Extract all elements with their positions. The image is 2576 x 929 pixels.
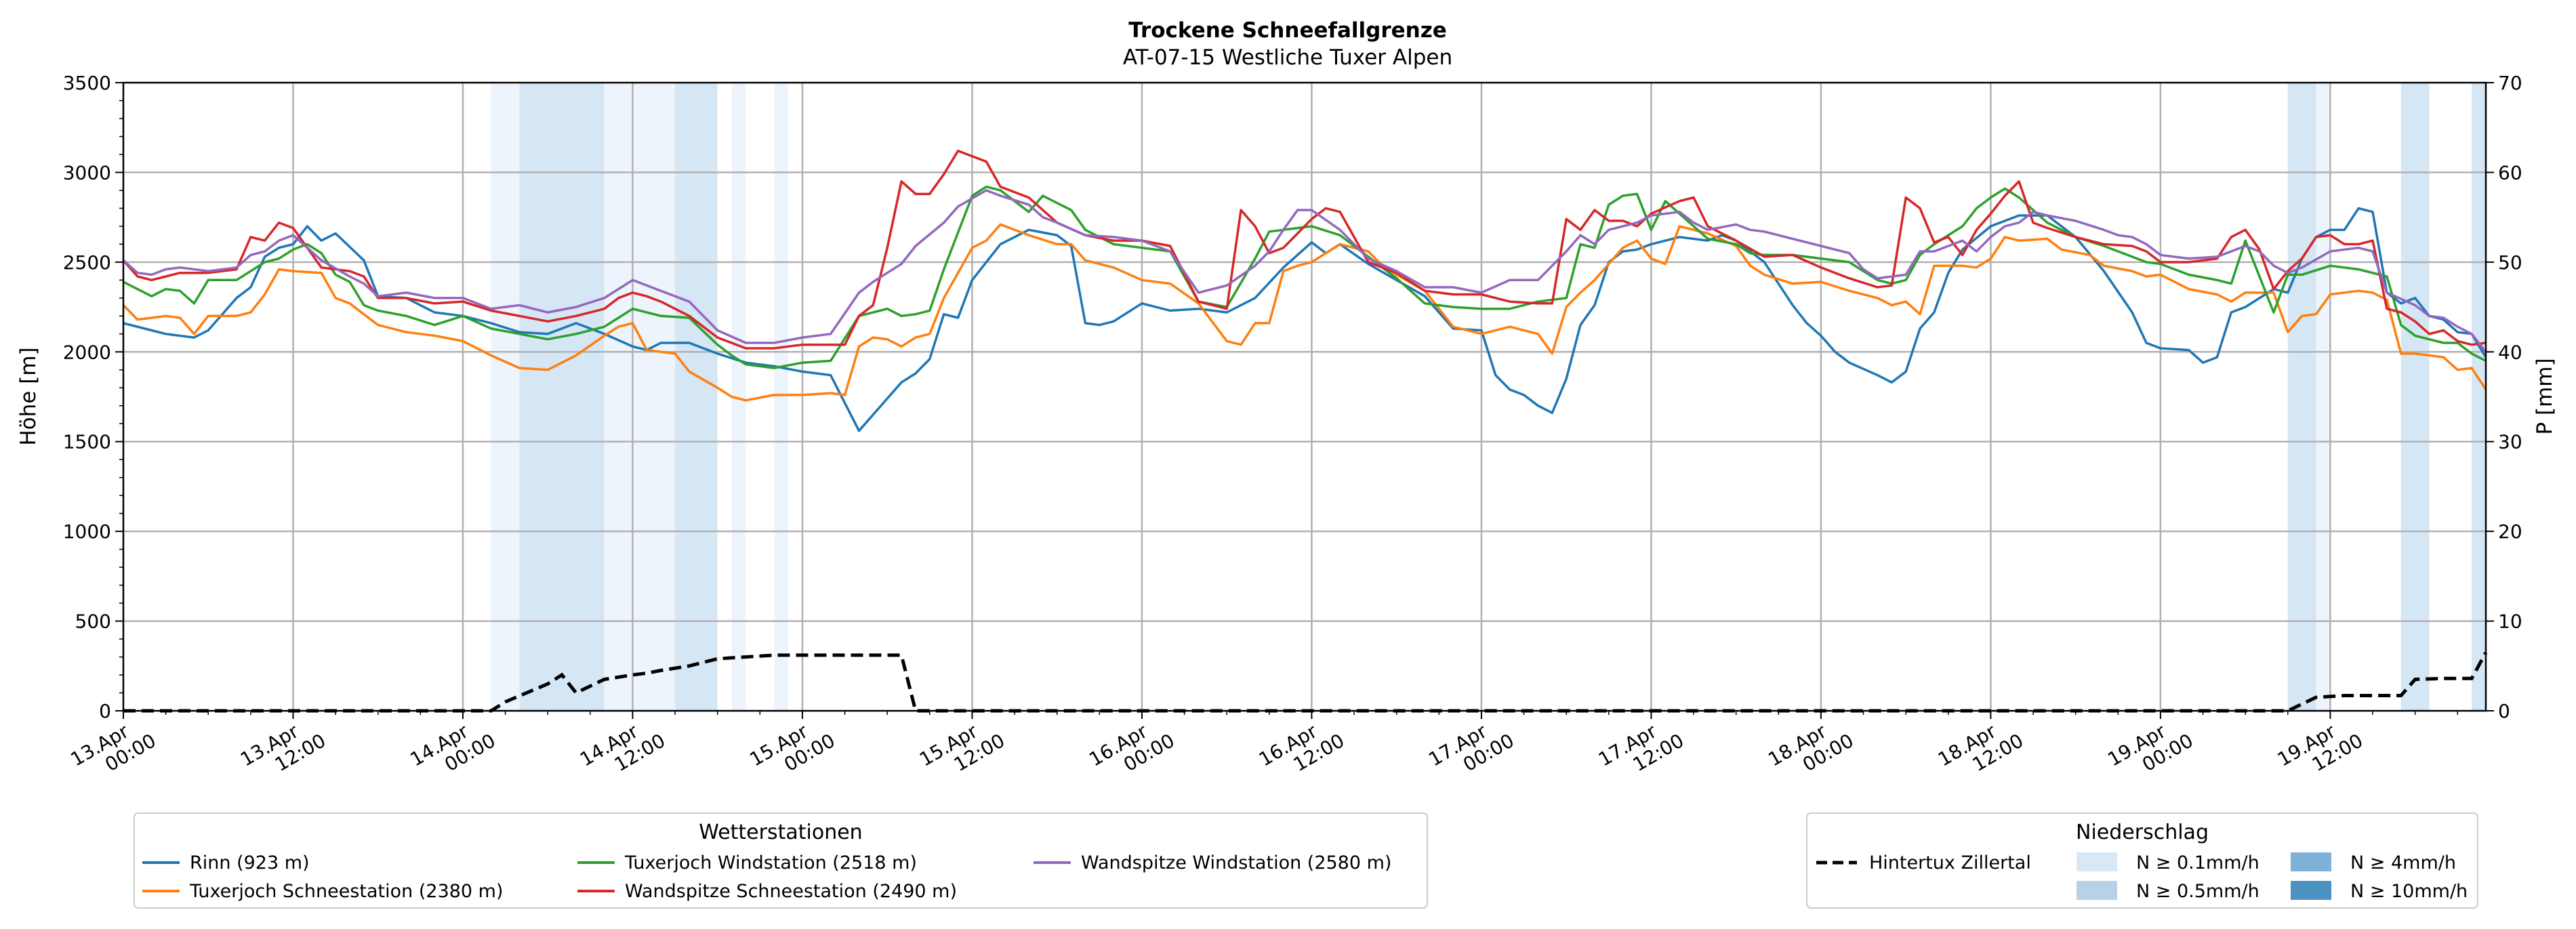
precip-line xyxy=(123,651,2488,713)
plot-frame xyxy=(122,81,2487,712)
y-tick-label-3: 1500 xyxy=(63,431,111,453)
chart-title: Trockene Schneefallgrenze xyxy=(1128,18,1447,43)
x-tick-label-6: 16.Apr00:00 xyxy=(1085,710,1178,789)
legend-precip-swatch-2 xyxy=(2291,852,2331,871)
series-line-3 xyxy=(122,149,2487,350)
y2-axis-label: P [mm] xyxy=(2533,358,2557,434)
x-tick-label-10: 18.Apr00:00 xyxy=(1764,710,1857,789)
precip-band-7 xyxy=(2287,83,2316,711)
x-tick-label-2: 14.Apr00:00 xyxy=(406,710,499,789)
legend-label-4: Wandspitze Windstation (2580 m) xyxy=(1081,852,1391,873)
series-line-2 xyxy=(123,185,2487,369)
legend-precip-label-2: N ≥ 4mm/h xyxy=(2350,852,2456,873)
x-tick-label-7: 16.Apr12:00 xyxy=(1255,710,1348,789)
precip-band-9 xyxy=(2400,83,2430,711)
x-tick-label-5: 15.Apr12:00 xyxy=(916,710,1008,789)
y2-tick-label-6: 60 xyxy=(2498,161,2522,184)
precip-band-1 xyxy=(519,83,605,711)
legend-label-3: Wandspitze Schneestation (2490 m) xyxy=(625,881,957,902)
series-line-4 xyxy=(122,189,2487,353)
precip-band-0 xyxy=(491,83,520,711)
y2-tick-label-3: 30 xyxy=(2498,431,2522,453)
legend-stations: Wetterstationen Rinn (923 m) Tuxerjoch Sc… xyxy=(134,812,1428,909)
series-line-0 xyxy=(123,207,2487,432)
y-tick-label-1: 500 xyxy=(75,611,111,633)
y-tick-label-4: 2000 xyxy=(63,341,111,363)
y2-tick-label-2: 20 xyxy=(2498,520,2522,543)
legend-precip-line-label: Hintertux Zillertal xyxy=(1869,852,2031,873)
legend-stations-box xyxy=(134,812,1428,909)
precip-band-6 xyxy=(774,83,789,711)
y2-tick-label-4: 40 xyxy=(2498,341,2522,363)
series-line-1 xyxy=(122,223,2487,402)
legend-label-2: Tuxerjoch Windstation (2518 m) xyxy=(624,852,917,873)
x-tick-label-4: 15.Apr00:00 xyxy=(745,710,838,789)
precip-band-4 xyxy=(675,83,718,711)
y2-tick-label-5: 50 xyxy=(2498,251,2522,274)
precip-series-line xyxy=(123,651,2488,713)
y-tick-label-7: 3500 xyxy=(63,72,111,94)
legend-precip: Niederschlag Hintertux Zillertal N ≥ 0.1… xyxy=(1806,812,2478,909)
y2-tick-label-0: 0 xyxy=(2498,700,2510,722)
y2-tick-label-7: 70 xyxy=(2498,72,2522,94)
legend-label-1: Tuxerjoch Schneestation (2380 m) xyxy=(189,881,504,902)
legend-precip-label-0: N ≥ 0.1mm/h xyxy=(2136,852,2260,873)
y-tick-label-2: 1000 xyxy=(63,520,111,543)
y-tick-label-5: 2500 xyxy=(63,251,111,274)
legend-precip-swatch-0 xyxy=(2077,852,2117,871)
y2-tick-label-1: 10 xyxy=(2498,611,2522,633)
chart-subtitle: AT-07-15 Westliche Tuxer Alpen xyxy=(1123,45,1452,70)
x-tick-label-0: 13.Apr00:00 xyxy=(66,710,159,789)
x-tick-label-1: 13.Apr12:00 xyxy=(237,710,329,789)
station-lines xyxy=(122,149,2487,432)
precipitation-bands xyxy=(491,83,2486,711)
legend-precip-swatch-3 xyxy=(2291,881,2331,900)
grid xyxy=(123,83,2486,711)
x-tick-label-9: 17.Apr12:00 xyxy=(1595,710,1688,789)
precip-band-10 xyxy=(2472,83,2486,711)
y-tick-label-0: 0 xyxy=(99,700,111,722)
precip-band-8 xyxy=(2316,83,2331,711)
precip-band-3 xyxy=(632,83,676,711)
x-tick-label-3: 14.Apr12:00 xyxy=(576,710,669,789)
y-axis-label: Höhe [m] xyxy=(16,347,41,445)
legend-stations-title: Wetterstationen xyxy=(699,821,862,844)
legend-precip-swatch-1 xyxy=(2077,881,2117,900)
legend-precip-label-1: N ≥ 0.5mm/h xyxy=(2136,881,2260,902)
y-tick-label-6: 3000 xyxy=(63,161,111,184)
legend-precip-label-3: N ≥ 10mm/h xyxy=(2350,881,2468,902)
axes: 13.Apr00:00 13.Apr12:00 14.Apr00:00 14.Apr1… xyxy=(63,72,2522,789)
precip-band-2 xyxy=(604,83,633,711)
x-tick-label-8: 17.Apr00:00 xyxy=(1425,710,1517,789)
x-tick-label-13: 19.Apr12:00 xyxy=(2274,710,2367,789)
legend-label-0: Rinn (923 m) xyxy=(190,852,310,873)
precip-band-5 xyxy=(731,83,746,711)
x-tick-label-11: 18.Apr12:00 xyxy=(1934,710,2027,789)
x-tick-label-12: 19.Apr00:00 xyxy=(2104,710,2196,789)
legend-precip-title: Niederschlag xyxy=(2076,821,2209,844)
